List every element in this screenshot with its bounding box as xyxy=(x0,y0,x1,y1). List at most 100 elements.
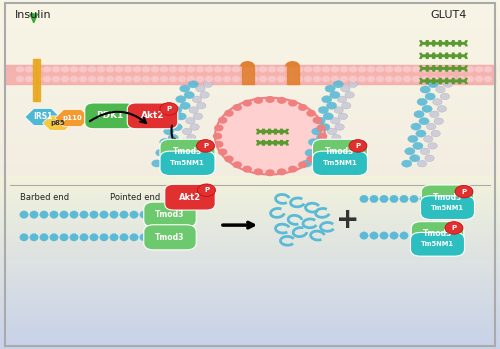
Circle shape xyxy=(338,113,347,120)
Circle shape xyxy=(440,76,446,81)
FancyBboxPatch shape xyxy=(312,151,368,176)
Bar xyxy=(0,290,500,293)
Circle shape xyxy=(440,67,446,72)
Circle shape xyxy=(180,156,190,162)
Text: P: P xyxy=(462,188,466,195)
Bar xyxy=(0,140,500,143)
Circle shape xyxy=(156,149,166,156)
Circle shape xyxy=(160,76,168,81)
Ellipse shape xyxy=(370,195,378,203)
Bar xyxy=(0,311,500,314)
Ellipse shape xyxy=(20,211,28,218)
Circle shape xyxy=(417,98,427,105)
Circle shape xyxy=(322,96,332,103)
Bar xyxy=(0,112,500,115)
Bar xyxy=(0,17,500,21)
Bar xyxy=(0,28,500,31)
Circle shape xyxy=(152,67,158,72)
Circle shape xyxy=(286,67,294,72)
Bar xyxy=(0,49,500,52)
Circle shape xyxy=(431,130,440,137)
Circle shape xyxy=(194,113,202,120)
Circle shape xyxy=(296,67,302,72)
Circle shape xyxy=(323,113,334,120)
Circle shape xyxy=(422,67,428,72)
Circle shape xyxy=(242,76,248,81)
Bar xyxy=(0,220,500,223)
Circle shape xyxy=(152,160,162,167)
Bar xyxy=(0,84,500,87)
Bar xyxy=(0,24,500,28)
Bar xyxy=(0,126,500,129)
Ellipse shape xyxy=(30,211,38,218)
Text: Tmod3: Tmod3 xyxy=(156,210,184,219)
Circle shape xyxy=(476,76,482,81)
Bar xyxy=(0,269,500,272)
Text: P: P xyxy=(166,106,172,112)
Circle shape xyxy=(332,134,341,141)
Circle shape xyxy=(206,76,212,81)
Text: P: P xyxy=(452,225,456,231)
Bar xyxy=(0,342,500,346)
Circle shape xyxy=(332,76,338,81)
Circle shape xyxy=(289,166,297,172)
Bar xyxy=(0,157,500,161)
Bar xyxy=(0,276,500,279)
Bar xyxy=(0,255,500,258)
Circle shape xyxy=(34,76,42,81)
Polygon shape xyxy=(30,14,38,23)
Circle shape xyxy=(215,141,223,147)
Circle shape xyxy=(106,76,114,81)
Bar xyxy=(0,42,500,45)
Bar xyxy=(0,122,500,126)
Ellipse shape xyxy=(380,232,388,239)
Circle shape xyxy=(16,67,24,72)
Text: Pointed end: Pointed end xyxy=(110,193,160,202)
Circle shape xyxy=(425,93,436,100)
FancyBboxPatch shape xyxy=(165,184,215,210)
Circle shape xyxy=(16,76,24,81)
Circle shape xyxy=(266,97,274,102)
Circle shape xyxy=(332,67,338,72)
Bar xyxy=(0,87,500,91)
Circle shape xyxy=(430,76,438,81)
Circle shape xyxy=(318,133,326,139)
Circle shape xyxy=(188,81,198,88)
Bar xyxy=(0,335,500,339)
Circle shape xyxy=(250,76,258,81)
Ellipse shape xyxy=(60,211,68,218)
Circle shape xyxy=(317,141,325,147)
Circle shape xyxy=(188,67,194,72)
Ellipse shape xyxy=(130,211,138,218)
Circle shape xyxy=(172,106,182,113)
Ellipse shape xyxy=(360,195,368,203)
Circle shape xyxy=(404,67,410,72)
Text: Barbed end: Barbed end xyxy=(20,193,69,202)
Circle shape xyxy=(254,169,262,174)
Bar xyxy=(0,94,500,98)
Text: P: P xyxy=(203,143,208,149)
Ellipse shape xyxy=(120,233,128,241)
Bar xyxy=(0,279,500,283)
Circle shape xyxy=(172,124,182,131)
Bar xyxy=(0,52,500,56)
Circle shape xyxy=(422,105,432,112)
Bar xyxy=(0,133,500,136)
Bar xyxy=(0,314,500,318)
Circle shape xyxy=(268,76,276,81)
Ellipse shape xyxy=(70,211,78,218)
Bar xyxy=(0,192,500,195)
Circle shape xyxy=(160,67,168,72)
Circle shape xyxy=(176,96,186,103)
Circle shape xyxy=(304,76,312,81)
Bar xyxy=(0,241,500,244)
Ellipse shape xyxy=(130,233,138,241)
Circle shape xyxy=(313,145,324,152)
Circle shape xyxy=(404,148,415,155)
Circle shape xyxy=(124,67,132,72)
Circle shape xyxy=(345,92,354,98)
Circle shape xyxy=(308,139,318,146)
Circle shape xyxy=(224,67,230,72)
Circle shape xyxy=(260,67,266,72)
Circle shape xyxy=(413,142,423,149)
